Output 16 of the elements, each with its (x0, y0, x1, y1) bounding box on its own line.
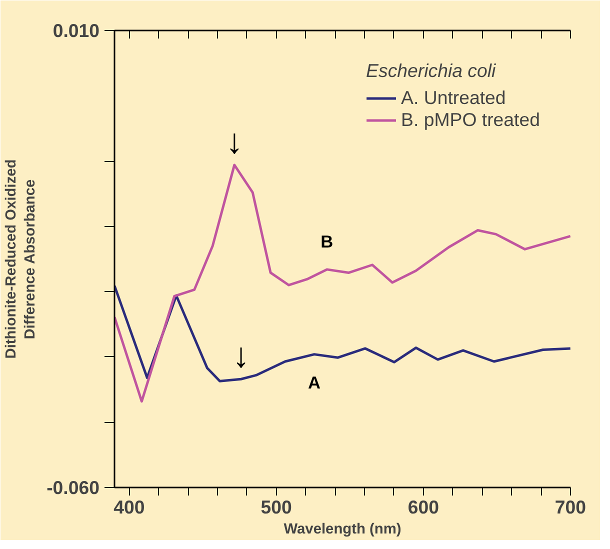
line-series (114, 164, 570, 403)
legend-title: Escherichia coli (366, 60, 497, 82)
y-axis-title: Dithionite-Reduced Oxidized Difference Absorbance (3, 159, 39, 359)
x-tick-label: 600 (408, 496, 439, 518)
x-tick-label: 500 (260, 496, 292, 518)
legend-label: A. Untreated (401, 87, 506, 109)
legend-label: B. pMPO treated (401, 109, 540, 131)
annotation: A (308, 372, 321, 392)
annotation: B (320, 231, 334, 252)
annotation: ↓ (226, 122, 244, 161)
y-tick-label: -0.060 (46, 477, 100, 498)
x-tick-label: 700 (554, 496, 586, 518)
x-axis-title: Wavelength (nm) (284, 522, 402, 538)
annotation: ↓ (232, 337, 250, 376)
y-tick-label: 0.010 (52, 20, 100, 41)
x-tick-label: 400 (114, 496, 145, 518)
